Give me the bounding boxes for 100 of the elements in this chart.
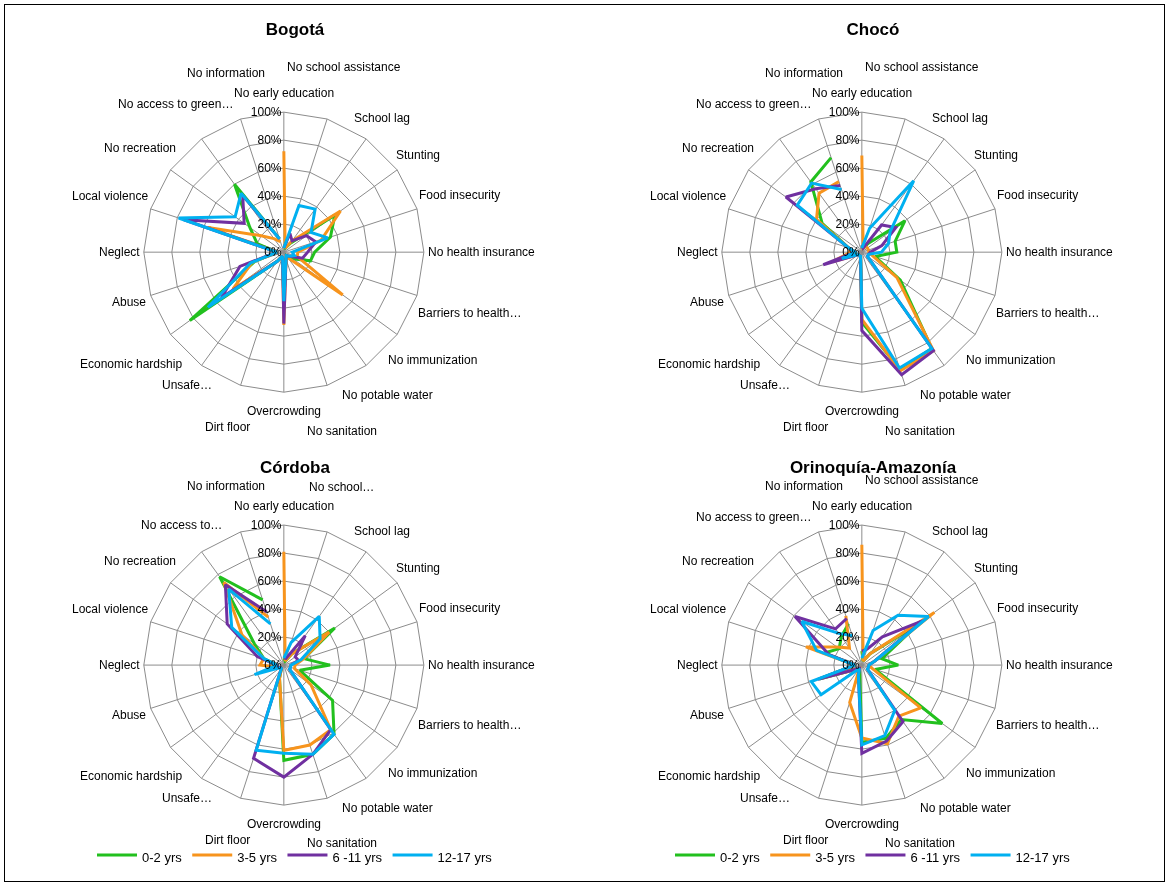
y-tick-label: 0%: [264, 245, 282, 260]
y-tick-label: 40%: [835, 601, 860, 616]
spoke-label: Stunting: [974, 148, 1019, 162]
spoke-label: No early education: [812, 86, 913, 100]
spoke-label: No sanitation: [885, 836, 956, 850]
spoke-label: No sanitation: [307, 424, 378, 438]
spoke-label: Neglect: [99, 245, 141, 259]
spoke-label: No sanitation: [307, 836, 378, 850]
spoke-label: Economic hardship: [80, 357, 183, 371]
spoke-label: Unsafe…: [740, 791, 791, 805]
y-tick-label: 100%: [250, 105, 282, 120]
spoke-label: No access to green…: [696, 97, 812, 111]
spoke-label: Barriers to health…: [418, 718, 522, 732]
legend-label: 12-17 yrs: [437, 850, 493, 866]
spoke-label: No health insurance: [1006, 658, 1114, 672]
legend-label: 6 -11 yrs: [910, 850, 961, 866]
y-tick-label: 100%: [828, 517, 860, 532]
spoke-label: No early education: [812, 499, 913, 513]
spoke-label: No potable water: [342, 388, 433, 402]
spoke-label: Barriers to health…: [418, 306, 522, 320]
spoke-label: Stunting: [396, 148, 441, 162]
spoke-label: School lag: [932, 524, 989, 538]
spoke-label: Local violence: [650, 602, 727, 616]
spoke-label: School lag: [354, 111, 411, 125]
spoke-label: No recreation: [104, 141, 177, 155]
spoke-label: Dirt floor: [205, 420, 251, 434]
spoke-label: Local violence: [650, 189, 727, 203]
spoke-label: No health insurance: [428, 658, 536, 672]
spoke-label: No access to green…: [118, 97, 234, 111]
y-tick-label: 60%: [835, 161, 860, 176]
spoke-label: Unsafe…: [162, 378, 213, 392]
spoke-label: School lag: [354, 524, 411, 538]
chart-title: Córdoba: [260, 458, 331, 478]
y-tick-label: 80%: [835, 545, 860, 560]
spoke-label: No immunization: [388, 353, 478, 367]
spoke-label: No access to green…: [696, 510, 812, 524]
spoke-label: Neglect: [677, 658, 719, 672]
spoke-label: No information: [187, 66, 266, 80]
spoke-label: No information: [187, 479, 266, 493]
spoke-label: Barriers to health…: [996, 718, 1100, 732]
spoke-label: Dirt floor: [783, 833, 829, 847]
spoke-label: No early education: [234, 499, 335, 513]
y-tick-label: 60%: [257, 161, 282, 176]
spoke-label: No recreation: [104, 554, 177, 568]
spoke-label: Overcrowding: [825, 404, 900, 418]
spoke-label: Food insecurity: [419, 188, 501, 202]
spoke-label: Dirt floor: [205, 833, 251, 847]
spoke-label: Food insecurity: [419, 601, 501, 615]
y-tick-label: 60%: [257, 573, 282, 588]
y-tick-label: 40%: [835, 189, 860, 204]
spoke-label: No health insurance: [1006, 245, 1114, 259]
spoke-label: Food insecurity: [997, 601, 1079, 615]
spoke-label: Local violence: [72, 189, 149, 203]
spoke-label: No recreation: [682, 141, 755, 155]
spoke-label: No information: [765, 479, 844, 493]
y-tick-label: 80%: [257, 133, 282, 148]
spoke-label: Stunting: [974, 561, 1019, 575]
y-tick-label: 40%: [257, 189, 282, 204]
spoke-label: Neglect: [677, 245, 719, 259]
spoke-label: No access to…: [141, 518, 223, 532]
spoke-label: Economic hardship: [658, 357, 761, 371]
spoke-label: No school assistance: [865, 473, 979, 487]
spoke-label: School lag: [932, 111, 989, 125]
legend-label: 12-17 yrs: [1015, 850, 1071, 866]
legend-label: 6 -11 yrs: [332, 850, 383, 866]
y-tick-label: 100%: [828, 105, 860, 120]
spoke-label: Abuse: [112, 295, 147, 309]
spoke-label: Abuse: [690, 708, 725, 722]
spoke-label: No school assistance: [865, 60, 979, 74]
spoke-label: No potable water: [920, 801, 1011, 815]
y-tick-label: 0%: [842, 657, 860, 672]
spoke-label: No school…: [309, 480, 375, 494]
spoke-label: Abuse: [112, 708, 147, 722]
y-tick-label: 80%: [835, 133, 860, 148]
spoke-label: No immunization: [388, 766, 478, 780]
spoke-label: Overcrowding: [825, 817, 900, 831]
spoke-label: Barriers to health…: [996, 306, 1100, 320]
legend-label: 3-5 yrs: [815, 850, 856, 866]
spoke-label: Stunting: [396, 561, 441, 575]
chart-title: Bogotá: [265, 20, 325, 40]
chart-title: Chocó: [846, 20, 900, 40]
spoke-label: No sanitation: [885, 424, 956, 438]
spoke-label: Economic hardship: [80, 769, 183, 783]
spoke-label: No health insurance: [428, 245, 536, 259]
spoke-label: No information: [765, 66, 844, 80]
spoke-label: Overcrowding: [247, 817, 322, 831]
spoke-label: No school assistance: [287, 60, 401, 74]
y-tick-label: 100%: [250, 517, 282, 532]
spoke-label: No early education: [234, 86, 335, 100]
y-tick-label: 20%: [257, 629, 282, 644]
spoke-label: Overcrowding: [247, 404, 322, 418]
spoke-label: Neglect: [99, 658, 141, 672]
spoke-label: Unsafe…: [162, 791, 213, 805]
spoke-label: No recreation: [682, 554, 755, 568]
y-tick-label: 60%: [835, 573, 860, 588]
legend-label: 0-2 yrs: [720, 850, 761, 866]
y-tick-label: 20%: [835, 217, 860, 232]
spoke-label: Local violence: [72, 602, 149, 616]
legend-label: 3-5 yrs: [237, 850, 278, 866]
spoke-label: Food insecurity: [997, 188, 1079, 202]
